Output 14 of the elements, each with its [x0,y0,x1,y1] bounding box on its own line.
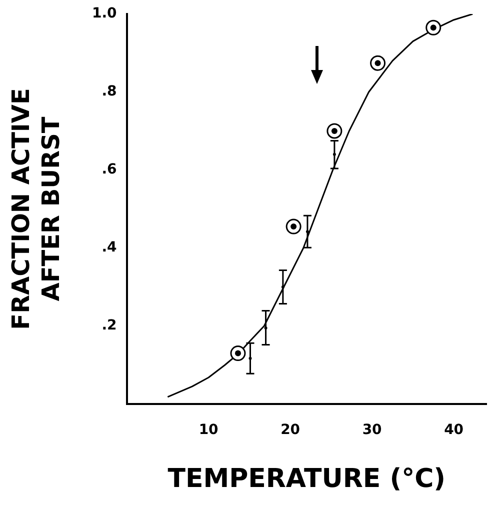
y-tick-label: .6 [102,162,117,178]
y-tick-label: .2 [102,318,117,334]
point [326,123,342,139]
x-tick-label: 20 [280,422,300,438]
y-axis-title: FRACTION ACTIVE AFTER BURST [7,88,66,330]
point [286,218,302,234]
point [370,55,386,71]
y-tick-label: .4 [102,240,118,256]
x-tick-label: 10 [198,422,219,438]
y-tick-label: 1.0 [92,6,118,22]
x-tick-label: 40 [444,422,464,438]
x-axis-title: TEMPERATURE (°C) [168,464,446,494]
y-tick-label: .8 [102,84,117,100]
x-tick-label: 30 [362,422,382,438]
